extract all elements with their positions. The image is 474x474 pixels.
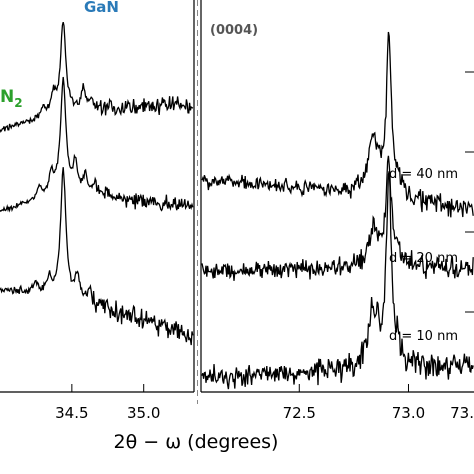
reflection-annotation: (0004) [210, 23, 258, 38]
trace-right-20nm [201, 155, 474, 281]
left-panel: 34.5 35.0 GaN N2 [0, 0, 195, 422]
x-tick-label: 34.5 [55, 404, 88, 422]
series-label: d = 20 nm [389, 251, 458, 266]
partial-series-label: N2 [0, 87, 23, 110]
trace-left-40nm [0, 21, 194, 133]
series-label: d = 40 nm [389, 167, 458, 182]
left-ticks: 34.5 35.0 [55, 384, 160, 422]
x-axis-title: 2θ − ω (degrees) [114, 431, 279, 453]
x-tick-label-partial: 73. [450, 404, 474, 422]
gan-annotation: GaN [84, 0, 119, 16]
trace-right-40nm [201, 31, 474, 218]
right-traces [201, 31, 474, 390]
series-label: d = 10 nm [389, 329, 458, 344]
x-tick-label: 73.0 [392, 404, 425, 422]
x-tick-label: 72.5 [283, 404, 316, 422]
trace-left-20nm [0, 76, 194, 213]
x-tick-label: 35.0 [127, 404, 160, 422]
thickness-labels: d = 40 nm d = 20 nm d = 10 nm [389, 167, 458, 344]
right-ticks: 72.5 73.0 73. [283, 384, 474, 422]
trace-left-10nm [0, 167, 194, 346]
right-panel: 72.5 73.0 73. (0004) d = 40 nmd = 20 nmd =… [200, 0, 474, 422]
trace-right-10nm [201, 170, 474, 390]
left-traces [0, 21, 194, 346]
